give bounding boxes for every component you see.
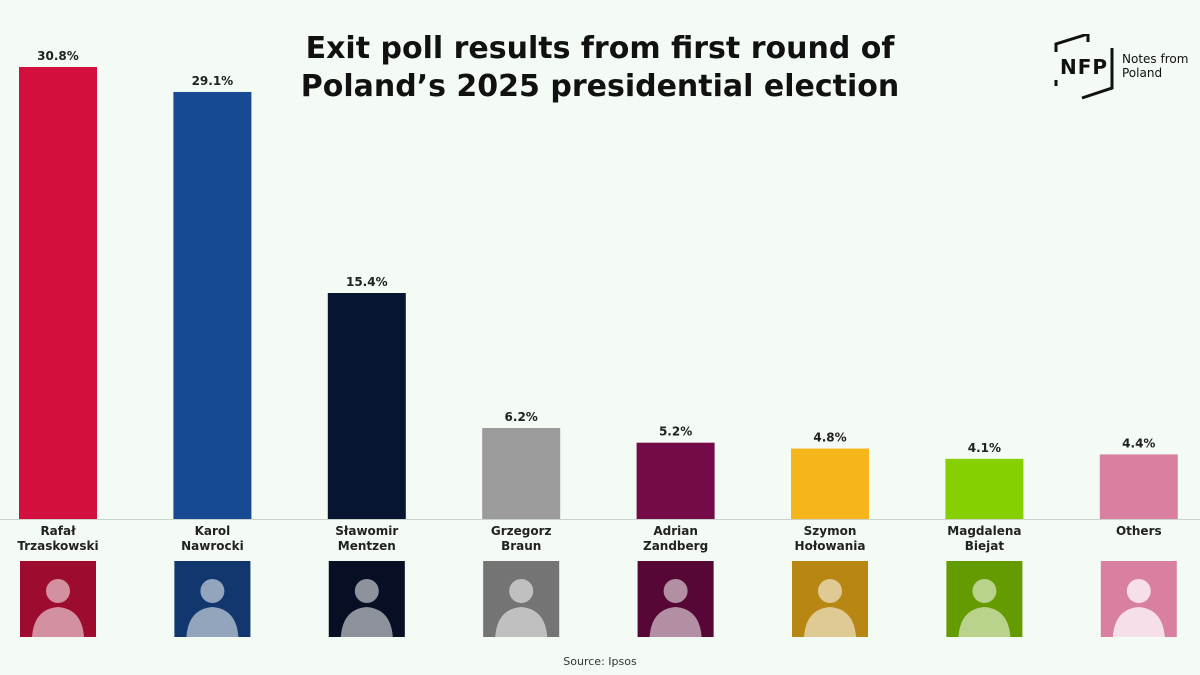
- person-body-icon-3: [340, 607, 393, 637]
- category-label-5-line-1: Adrian: [653, 524, 698, 538]
- person-head-icon-7: [972, 579, 997, 603]
- category-label-4-line-2: Braun: [501, 539, 541, 553]
- chart-title: Exit poll results from first round of Po…: [250, 30, 950, 106]
- bar-2: [173, 91, 252, 519]
- bar-3: [327, 293, 406, 519]
- person-body-icon-8: [1112, 607, 1165, 637]
- bar-value-label-1: 30.8%: [37, 49, 79, 63]
- logo-brand-text: NFP: [1060, 55, 1109, 79]
- category-label-1-line-2: Trzaskowski: [17, 539, 98, 553]
- person-head-icon-3: [354, 579, 379, 603]
- category-label-3-line-2: Mentzen: [338, 539, 396, 553]
- person-body-icon-2: [186, 607, 239, 637]
- person-body-icon-7: [958, 607, 1011, 637]
- chart-title-line-2: Poland’s 2025 presidential election: [300, 69, 900, 104]
- category-label-2-line-2: Nawrocki: [181, 539, 244, 553]
- category-label-7-line-2: Biejat: [965, 539, 1005, 553]
- person-head-icon-4: [509, 579, 534, 603]
- category-label-3-line-1: Sławomir: [335, 524, 398, 538]
- bar-4: [482, 428, 561, 519]
- bar-value-label-3: 15.4%: [346, 275, 388, 289]
- logo-bracket-icon: [1054, 31, 1114, 100]
- bar-value-label-6: 4.8%: [813, 431, 846, 445]
- category-label-4-line-1: Grzegorz: [491, 524, 552, 538]
- person-head-icon-2: [200, 579, 225, 603]
- person-body-icon-5: [649, 607, 702, 637]
- person-body-icon-6: [804, 607, 856, 637]
- logo-name-text: Notes from Poland: [1122, 52, 1192, 80]
- category-label-2-line-1: Karol: [195, 524, 231, 538]
- notes-from-poland-logo: NFP Notes from Poland: [1052, 31, 1188, 100]
- bar-value-label-4: 6.2%: [505, 410, 538, 424]
- person-head-icon-5: [663, 579, 688, 603]
- logo-name-line-1: Notes from: [1122, 52, 1189, 66]
- bar-value-label-8: 4.4%: [1122, 436, 1155, 450]
- bar-1: [19, 67, 97, 519]
- bar-value-label-5: 5.2%: [659, 425, 692, 439]
- person-head-icon-8: [1126, 579, 1151, 603]
- category-label-1-line-1: Rafał: [40, 524, 76, 538]
- logo-name-line-2: Poland: [1122, 66, 1163, 80]
- category-label-8-line-1: Others: [1116, 524, 1162, 538]
- category-label-6-line-1: Szymon: [804, 524, 857, 538]
- person-head-icon-1: [46, 579, 70, 603]
- bar-5: [636, 442, 715, 519]
- bar-value-label-7: 4.1%: [968, 441, 1001, 455]
- bar-value-label-2: 29.1%: [192, 74, 234, 88]
- person-head-icon-6: [818, 579, 842, 603]
- category-label-5-line-2: Zandberg: [643, 539, 708, 553]
- chart-title-line-1: Exit poll results from first round of: [305, 31, 895, 66]
- person-body-icon-4: [495, 607, 548, 637]
- category-label-7-line-1: Magdalena: [947, 524, 1021, 538]
- category-label-6-line-2: Hołowania: [795, 539, 866, 553]
- bar-7: [945, 458, 1024, 519]
- bar-8: [1099, 454, 1178, 519]
- source-note: Source: Ipsos: [563, 655, 637, 668]
- bar-6: [791, 448, 869, 519]
- person-body-icon-1: [32, 607, 84, 637]
